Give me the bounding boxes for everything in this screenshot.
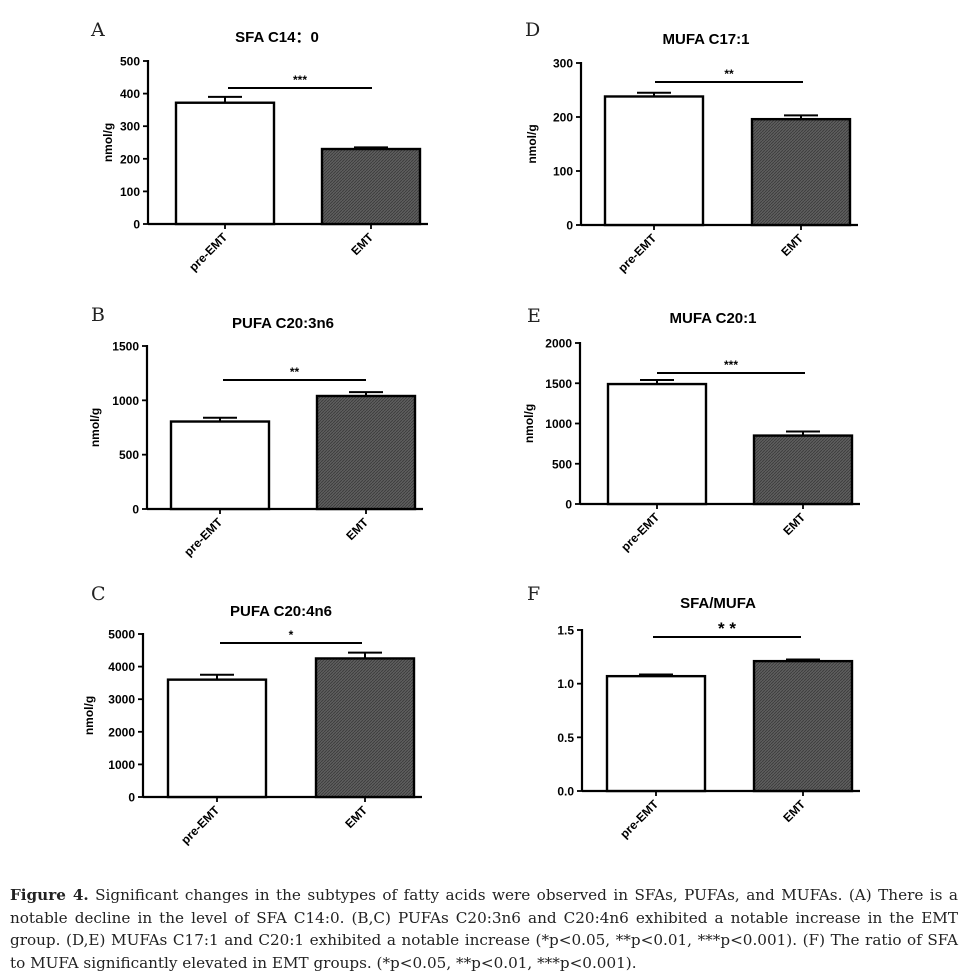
y-tick-label: 1500 (545, 377, 572, 391)
significance-stars: *** (724, 358, 738, 372)
panel-letter: D (525, 19, 540, 41)
bar-pre-emt (606, 382, 708, 506)
y-axis-label: nmol/g (88, 408, 102, 447)
chart-title: SFA C14：0 (235, 29, 319, 46)
panel-letter: A (90, 19, 105, 41)
chart-title: SFA/MUFA (680, 595, 756, 612)
bar-emt (752, 659, 854, 793)
chart-title: MUFA C17:1 (663, 31, 750, 48)
y-axis-label: nmol/g (522, 404, 536, 443)
bar-pre-emt (605, 674, 707, 793)
x-tick-label: pre-EMT (617, 797, 661, 841)
y-tick-label: 500 (552, 457, 572, 471)
panel-letter: F (527, 583, 540, 605)
y-tick-label: 3000 (108, 693, 135, 707)
panel-letter: C (91, 583, 106, 605)
chart-panel-d: D MUFA C17:1 0 100 200 300 nmol/g pre-EMT EMT ** (525, 19, 858, 275)
y-tick-label: 0 (565, 498, 572, 512)
x-tick-label: pre-EMT (186, 230, 230, 274)
y-tick-label: 0 (128, 791, 135, 805)
x-tick-label: EMT (343, 515, 371, 543)
significance-stars: *** (293, 73, 307, 87)
y-tick-label: 0.5 (557, 731, 574, 745)
chart-title: PUFA C20:4n6 (230, 603, 332, 620)
x-tick-label: pre-EMT (181, 515, 225, 559)
y-axis-label: nmol/g (525, 124, 539, 163)
chart-panel-a: A SFA C14：0 0 100 200 300 400 500 nmol/g pre-EMT E… (90, 19, 428, 274)
y-tick-label: 200 (120, 152, 140, 166)
y-axis-label: nmol/g (101, 123, 115, 162)
y-tick-label: 1000 (545, 417, 572, 431)
x-tick-label: EMT (780, 510, 808, 538)
x-tick-label: EMT (348, 230, 376, 258)
y-tick-label: 4000 (108, 660, 135, 674)
x-tick-label: EMT (342, 803, 370, 831)
chart-panel-b: B PUFA C20:3n6 0 500 1000 1500 nmol/g pre-EMT EM… (88, 304, 423, 559)
bar-emt (750, 117, 852, 227)
caption-label: Figure 4. (10, 886, 89, 904)
chart-title: PUFA C20:3n6 (232, 315, 334, 332)
bar-pre-emt (174, 101, 276, 226)
y-tick-label: 100 (553, 165, 573, 179)
y-tick-label: 1.0 (557, 677, 574, 691)
y-tick-label: 100 (120, 185, 140, 199)
panel-letter: E (527, 305, 541, 327)
y-tick-label: 1.5 (557, 624, 574, 638)
figure-caption: Figure 4. Significant changes in the sub… (10, 884, 958, 974)
x-tick-label: EMT (780, 797, 808, 825)
caption-text: Significant changes in the subtypes of f… (10, 886, 958, 972)
y-axis-label: nmol/g (82, 696, 96, 735)
bar-emt (752, 434, 854, 506)
x-tick-label: pre-EMT (615, 231, 659, 275)
y-tick-label: 5000 (108, 628, 135, 642)
y-tick-label: 2000 (108, 725, 135, 739)
bar-pre-emt (166, 678, 268, 799)
chart-title: MUFA C20:1 (670, 310, 757, 327)
y-tick-label: 1500 (112, 340, 139, 354)
y-tick-label: 1000 (108, 758, 135, 772)
significance-stars: ** (290, 365, 300, 379)
chart-panel-e: E MUFA C20:1 0 500 1000 1500 2000 nmol/g pre-EMT… (522, 305, 860, 554)
y-tick-label: 0 (133, 218, 140, 232)
y-tick-label: 400 (120, 87, 140, 101)
chart-panel-c: C PUFA C20:4n6 0 1000 2000 3000 4000 5000 nmol/g… (82, 583, 422, 847)
y-tick-label: 200 (553, 111, 573, 125)
y-tick-label: 300 (553, 57, 573, 71)
x-tick-label: pre-EMT (618, 510, 662, 554)
bar-emt (314, 657, 416, 799)
bar-emt (315, 394, 417, 511)
bar-pre-emt (169, 420, 271, 511)
y-tick-label: 2000 (545, 337, 572, 351)
y-tick-label: 300 (120, 120, 140, 134)
y-tick-label: 0 (566, 219, 573, 233)
chart-panel-f: F SFA/MUFA 0.0 0.5 1.0 1.5 pre-EMT EMT * * (527, 583, 860, 841)
panel-letter: B (91, 304, 105, 326)
y-tick-label: 500 (119, 448, 139, 462)
y-tick-label: 500 (120, 55, 140, 69)
bar-pre-emt (603, 95, 705, 227)
x-tick-label: pre-EMT (178, 803, 222, 847)
y-tick-label: 0 (132, 503, 139, 517)
x-tick-label: EMT (778, 231, 806, 259)
significance-stars: * * (718, 619, 736, 638)
significance-stars: ** (724, 67, 734, 81)
bar-emt (320, 147, 422, 226)
y-tick-label: 0.0 (557, 785, 574, 799)
y-tick-label: 1000 (112, 394, 139, 408)
significance-stars: * (289, 628, 294, 642)
